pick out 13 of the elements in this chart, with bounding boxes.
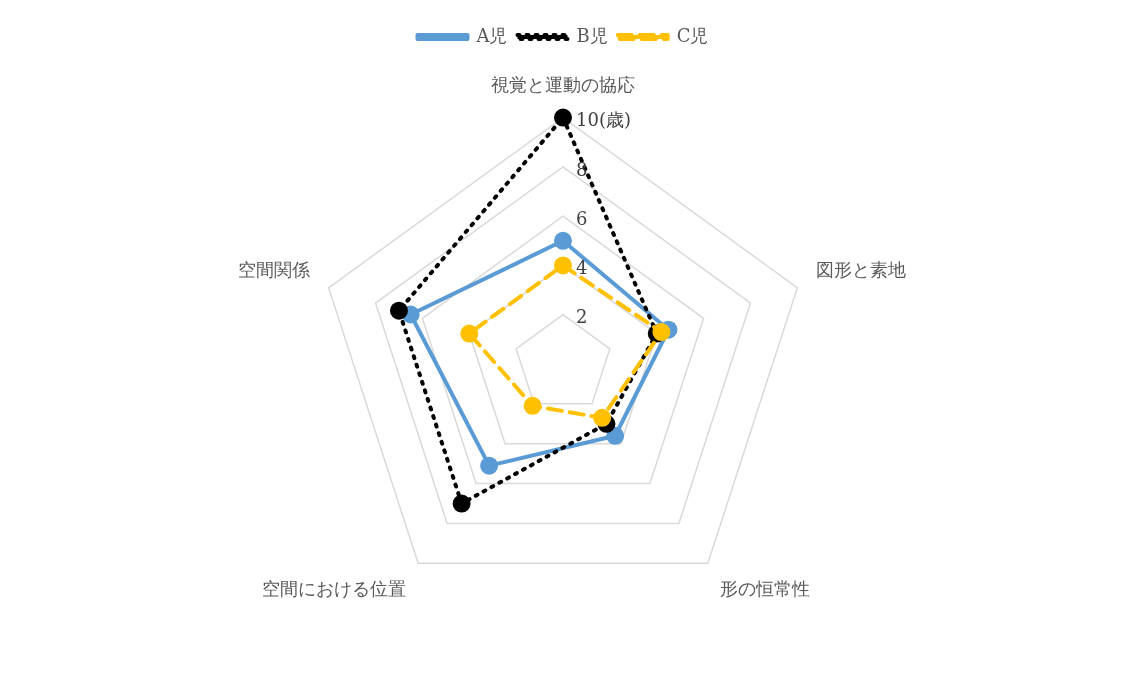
y-tick-label: 2 — [576, 306, 588, 328]
spoke-label: 空間における位置 — [262, 577, 407, 599]
y-tick-label: 8 — [576, 158, 588, 180]
y-tick-label: 6 — [576, 207, 588, 229]
legend-label: A児 — [475, 24, 508, 46]
spoke-label: 空間関係 — [237, 258, 310, 280]
spoke-label: 形の恒常性 — [719, 577, 810, 599]
legend-label: B児 — [576, 24, 608, 46]
spoke-label: 視覚と運動の協応 — [491, 74, 635, 96]
y-tick-label: 4 — [576, 257, 588, 279]
legend-label: C児 — [676, 24, 709, 46]
spoke-label: 図形と素地 — [816, 258, 907, 280]
y-tick-label: 10(歳) — [576, 109, 631, 131]
